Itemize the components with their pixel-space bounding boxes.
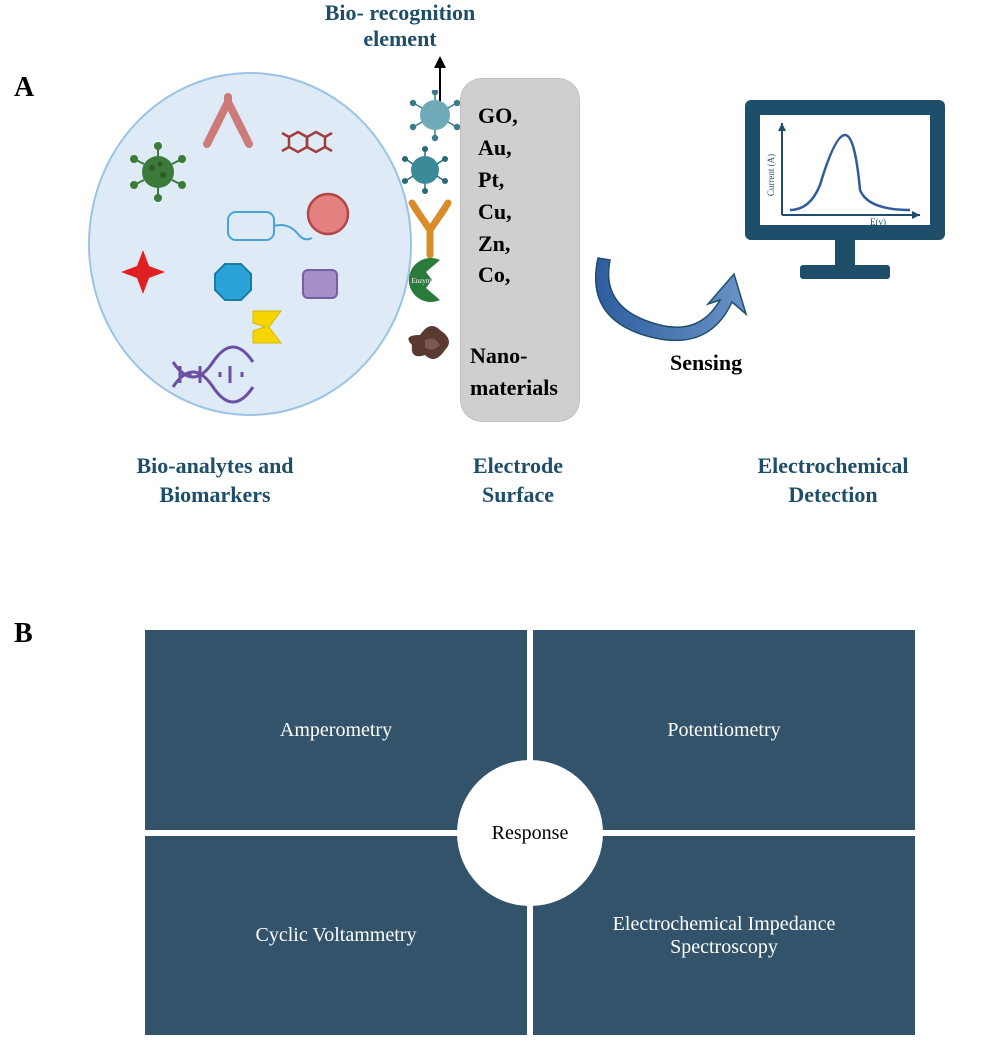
electrode-nanomaterials: Nano- materials [470,340,558,404]
antibody-orange-icon [412,203,448,255]
bio-analytes-icons [88,72,428,432]
caption-electrode: Electrode Surface [418,452,618,509]
panel-a-label: A [14,72,34,104]
bio-recognition-title: Bio- recognition element [290,0,510,52]
purple-square-icon [303,270,337,298]
monitor-icon: E(v) Current (A) [740,95,960,295]
protein-blob-icon [408,326,449,359]
sensing-label: Sensing [670,350,742,376]
caption-detection: Electrochemical Detection [718,452,948,509]
electrode-materials-list: GO, Au, Pt, Cu, Zn, Co, [478,100,518,291]
blue-octagon-icon [215,264,251,300]
svg-text:Current (A): Current (A) [766,154,776,196]
sensing-arrow-icon [590,240,760,360]
antibody-pink-icon [207,97,249,144]
panel-b-label: B [14,618,33,650]
teal-virus-icon [411,90,460,141]
title-line2: element [363,26,436,51]
molecule-hex-icon [282,132,332,152]
svg-text:E(v): E(v) [870,217,886,227]
green-virus-icon [131,143,185,201]
bacteria-outline-icon [228,212,312,240]
teal-virus2-icon [403,147,448,194]
dna-icon [173,347,253,402]
caption-bioanalytes: Bio-analytes and Biomarkers [100,452,330,509]
enzyme-icon: Enzyme [409,258,440,302]
red-cross-icon [121,250,165,294]
svg-text:Enzyme: Enzyme [412,277,435,285]
title-line1: Bio- recognition [325,0,476,25]
red-cell-icon [308,194,348,234]
response-circle: Response [457,760,603,906]
yellow-pacman-icon [253,311,281,343]
